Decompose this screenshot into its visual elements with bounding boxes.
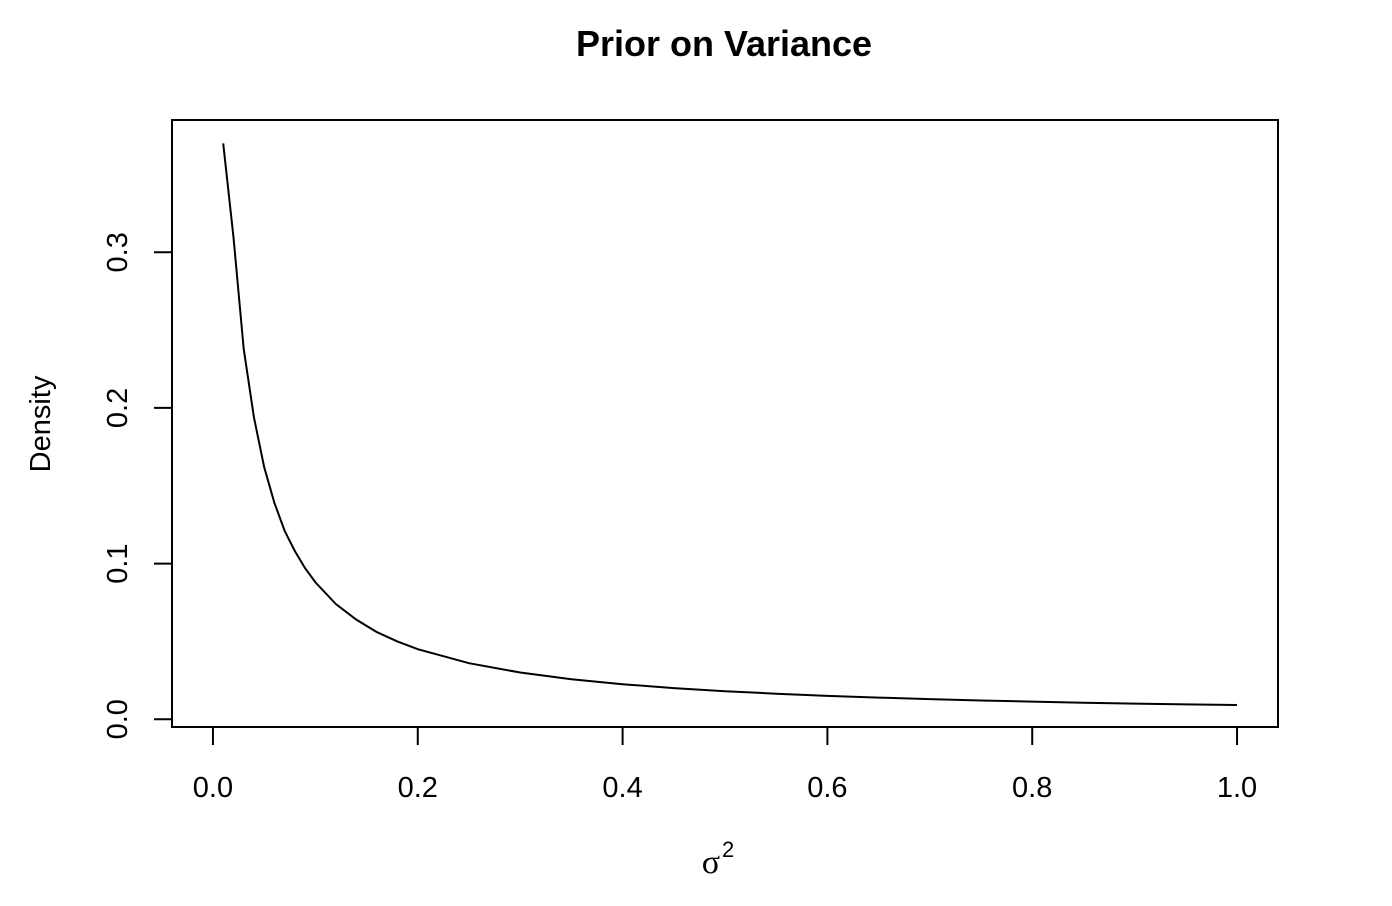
x-tick-label: 0.2 [398, 772, 438, 804]
y-tick-label: 0.1 [102, 543, 134, 583]
y-tick-label: 0.2 [102, 388, 134, 428]
y-axis: 0.0 0.1 0.2 0.3 [102, 232, 173, 739]
y-tick-label: 0.0 [102, 699, 134, 739]
chart-title: Prior on Variance [576, 23, 872, 64]
x-tick-label: 0.0 [193, 772, 233, 804]
y-tick-label: 0.3 [102, 232, 134, 272]
x-axis-label-symbol: σ [702, 844, 720, 881]
x-axis: 0.0 0.2 0.4 0.6 0.8 1.0 [193, 726, 1257, 804]
x-tick-label: 0.8 [1012, 772, 1052, 804]
y-axis-label: Density [25, 375, 57, 472]
x-axis-label: σ2 [702, 837, 735, 881]
density-curve [222, 143, 1238, 707]
plot-frame [171, 119, 1279, 728]
x-tick-label: 0.6 [807, 772, 847, 804]
x-axis-label-superscript: 2 [722, 837, 734, 862]
x-tick-label: 1.0 [1217, 772, 1257, 804]
x-tick-label: 0.4 [602, 772, 642, 804]
